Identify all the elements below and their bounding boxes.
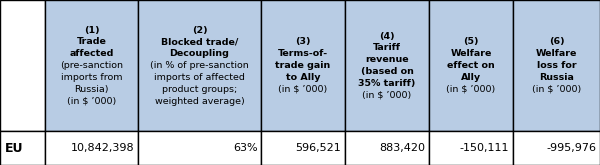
Text: Ally: Ally xyxy=(461,73,481,82)
Bar xyxy=(261,131,345,165)
Text: (3): (3) xyxy=(295,37,311,47)
Text: effect on: effect on xyxy=(447,61,495,70)
Bar xyxy=(138,0,261,131)
Text: Welfare: Welfare xyxy=(536,49,577,58)
Text: Tariff: Tariff xyxy=(373,43,401,52)
Text: loss for: loss for xyxy=(536,61,577,70)
Text: product groups;: product groups; xyxy=(162,85,237,94)
Text: Trade: Trade xyxy=(77,37,106,47)
Text: to Ally: to Ally xyxy=(286,73,320,82)
Text: 35% tariff): 35% tariff) xyxy=(358,79,416,88)
Text: Decoupling: Decoupling xyxy=(170,49,229,58)
Text: (in $ ’000): (in $ ’000) xyxy=(278,85,328,94)
Bar xyxy=(0,0,45,131)
Text: affected: affected xyxy=(70,49,113,58)
Text: Blocked trade/: Blocked trade/ xyxy=(161,37,238,47)
Text: (in $ ’000): (in $ ’000) xyxy=(362,91,412,100)
Text: (1): (1) xyxy=(83,26,100,35)
Bar xyxy=(45,131,138,165)
Bar xyxy=(429,0,513,131)
Text: (pre-sanction: (pre-sanction xyxy=(60,61,123,70)
Text: 63%: 63% xyxy=(233,143,257,153)
Text: weighted average): weighted average) xyxy=(155,97,244,105)
Bar xyxy=(513,0,600,131)
Text: imports of affected: imports of affected xyxy=(154,73,245,82)
Bar xyxy=(345,0,429,131)
Text: Russia): Russia) xyxy=(74,85,109,94)
Bar xyxy=(45,0,138,131)
Text: 596,521: 596,521 xyxy=(296,143,341,153)
Text: (in % of pre-sanction: (in % of pre-sanction xyxy=(150,61,249,70)
Text: Terms-of-: Terms-of- xyxy=(278,49,328,58)
Text: revenue: revenue xyxy=(365,55,409,64)
Text: EU: EU xyxy=(5,142,23,155)
Text: -995,976: -995,976 xyxy=(547,143,596,153)
Text: imports from: imports from xyxy=(61,73,122,82)
Text: (2): (2) xyxy=(191,26,208,35)
Text: (4): (4) xyxy=(379,32,395,41)
Text: Welfare: Welfare xyxy=(451,49,491,58)
Bar xyxy=(429,131,513,165)
Bar xyxy=(261,0,345,131)
Bar xyxy=(345,131,429,165)
Text: trade gain: trade gain xyxy=(275,61,331,70)
Text: -150,111: -150,111 xyxy=(460,143,509,153)
Text: Russia: Russia xyxy=(539,73,574,82)
Text: (5): (5) xyxy=(463,37,479,47)
Text: (in $ ’000): (in $ ’000) xyxy=(67,97,116,105)
Bar xyxy=(0,131,45,165)
Bar xyxy=(138,131,261,165)
Text: (based on: (based on xyxy=(361,67,413,76)
Text: (in $ ’000): (in $ ’000) xyxy=(532,85,581,94)
Bar xyxy=(513,131,600,165)
Text: (6): (6) xyxy=(548,37,565,47)
Text: 10,842,398: 10,842,398 xyxy=(71,143,134,153)
Text: (in $ ’000): (in $ ’000) xyxy=(446,85,496,94)
Text: 883,420: 883,420 xyxy=(379,143,425,153)
